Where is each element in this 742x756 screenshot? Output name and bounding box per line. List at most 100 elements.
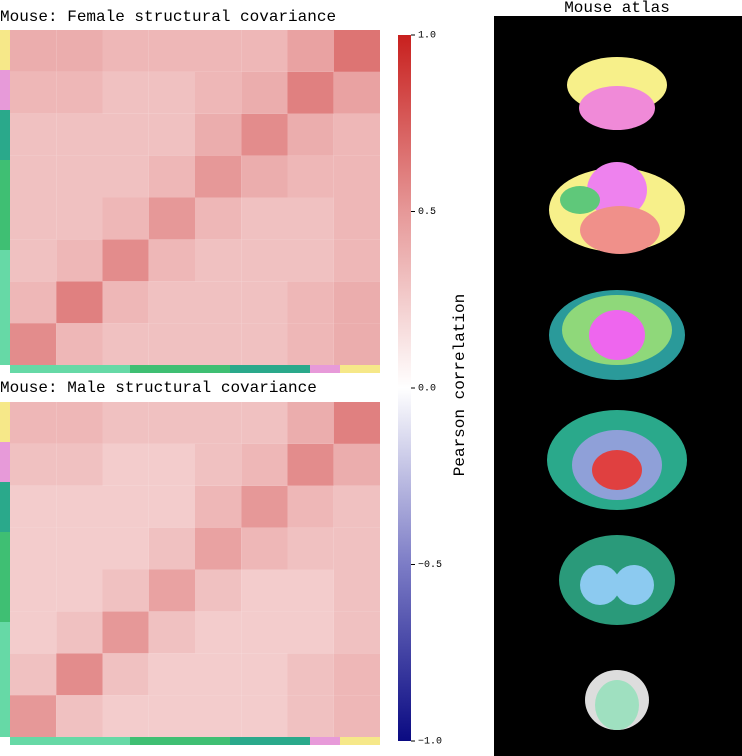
heatmap-cell: [195, 281, 242, 324]
heatmap-cell: [287, 155, 334, 198]
heatmap-cell: [102, 695, 149, 737]
heatmap-cell: [333, 485, 380, 528]
heatmap-cell: [195, 569, 242, 612]
heatmap-cell: [102, 281, 149, 324]
heatmap-cell: [333, 443, 380, 486]
heatmap-cell: [56, 30, 103, 72]
heatmap-cell: [241, 239, 288, 282]
heatmap-cell: [195, 239, 242, 282]
heatmap-cell: [287, 239, 334, 282]
heatmap-cell: [195, 197, 242, 240]
heatmap-cell: [287, 402, 334, 444]
heatmap-cell: [102, 485, 149, 528]
heatmap-cell: [195, 30, 242, 72]
heatmap-cell: [148, 71, 195, 114]
heatmap-cell: [148, 402, 195, 444]
heatmap-cell: [195, 443, 242, 486]
heatmap-cell: [10, 653, 57, 696]
heatmap-cell: [148, 695, 195, 737]
heatmap-title: Mouse: Male structural covariance: [0, 379, 317, 397]
heatmap-cell: [102, 653, 149, 696]
heatmap-cell: [148, 443, 195, 486]
heatmap-cell: [148, 155, 195, 198]
heatmap-cell: [241, 695, 288, 737]
heatmap-cell: [148, 113, 195, 156]
heatmap-cell: [148, 30, 195, 72]
heatmap-cell: [333, 653, 380, 696]
heatmap-cell: [148, 485, 195, 528]
heatmap-cell: [287, 281, 334, 324]
heatmap-cell: [287, 113, 334, 156]
heatmap-cell: [10, 485, 57, 528]
heatmap-cell: [10, 239, 57, 282]
heatmap-cell: [333, 281, 380, 324]
colorbar-tick-label: 0.5: [418, 207, 436, 218]
heatmap-cell: [333, 527, 380, 570]
heatmap-cell: [10, 113, 57, 156]
heatmap-cell: [333, 239, 380, 282]
heatmap-cell: [241, 30, 288, 72]
heatmap-cell: [195, 323, 242, 365]
heatmap-cell: [195, 402, 242, 444]
heatmap-cell: [195, 527, 242, 570]
heatmap-cell: [148, 569, 195, 612]
heatmap-cell: [10, 695, 57, 737]
heatmap-cell: [102, 527, 149, 570]
heatmap-cell: [148, 281, 195, 324]
heatmap-cell: [56, 281, 103, 324]
heatmap-cell: [241, 653, 288, 696]
heatmap-title: Mouse: Female structural covariance: [0, 8, 336, 26]
heatmap-cell: [333, 695, 380, 737]
heatmap-cell: [148, 653, 195, 696]
heatmap-cell: [287, 323, 334, 365]
heatmap-cell: [56, 402, 103, 444]
heatmap-cell: [333, 197, 380, 240]
heatmap-cell: [10, 281, 57, 324]
heatmap-cell: [333, 402, 380, 444]
heatmap-cell: [102, 155, 149, 198]
atlas-sections: [547, 57, 687, 730]
colorbar: [398, 35, 411, 741]
heatmap-cell: [333, 611, 380, 654]
heatmap-cell: [56, 239, 103, 282]
heatmap-cell: [56, 443, 103, 486]
colorbar-label: Pearson correlation: [451, 294, 469, 476]
heatmap-cell: [241, 527, 288, 570]
heatmap-cell: [195, 695, 242, 737]
heatmap-cell: [56, 695, 103, 737]
atlas-title: Mouse atlas: [564, 0, 670, 17]
heatmap-cell: [195, 71, 242, 114]
region-strips: [0, 30, 380, 745]
heatmap-cell: [241, 485, 288, 528]
heatmap-cell: [287, 485, 334, 528]
heatmap-cell: [287, 527, 334, 570]
heatmap-cell: [56, 527, 103, 570]
heatmap-cell: [195, 653, 242, 696]
heatmap-cell: [241, 569, 288, 612]
heatmap-cell: [102, 71, 149, 114]
colorbar-tick-label: −0.5: [418, 560, 442, 571]
heatmap-cell: [333, 569, 380, 612]
heatmap-cell: [102, 402, 149, 444]
heatmap-cell: [241, 197, 288, 240]
heatmap-cell: [241, 281, 288, 324]
heatmap-cell: [333, 113, 380, 156]
heatmap-cell: [195, 611, 242, 654]
heatmap-cell: [241, 323, 288, 365]
heatmap-cell: [56, 569, 103, 612]
heatmap-cell: [102, 30, 149, 72]
heatmap-cell: [287, 30, 334, 72]
heatmap-cell: [56, 197, 103, 240]
heatmap-cell: [287, 695, 334, 737]
heatmap-cell: [241, 155, 288, 198]
heatmap-cell: [333, 71, 380, 114]
heatmap-cell: [56, 71, 103, 114]
heatmap-cell: [241, 113, 288, 156]
atlas-panel: [494, 16, 742, 756]
heatmap-cell: [102, 239, 149, 282]
heatmap-cell: [56, 653, 103, 696]
heatmap-cell: [148, 611, 195, 654]
heatmap-cell: [10, 402, 57, 444]
heatmap-cell: [148, 239, 195, 282]
